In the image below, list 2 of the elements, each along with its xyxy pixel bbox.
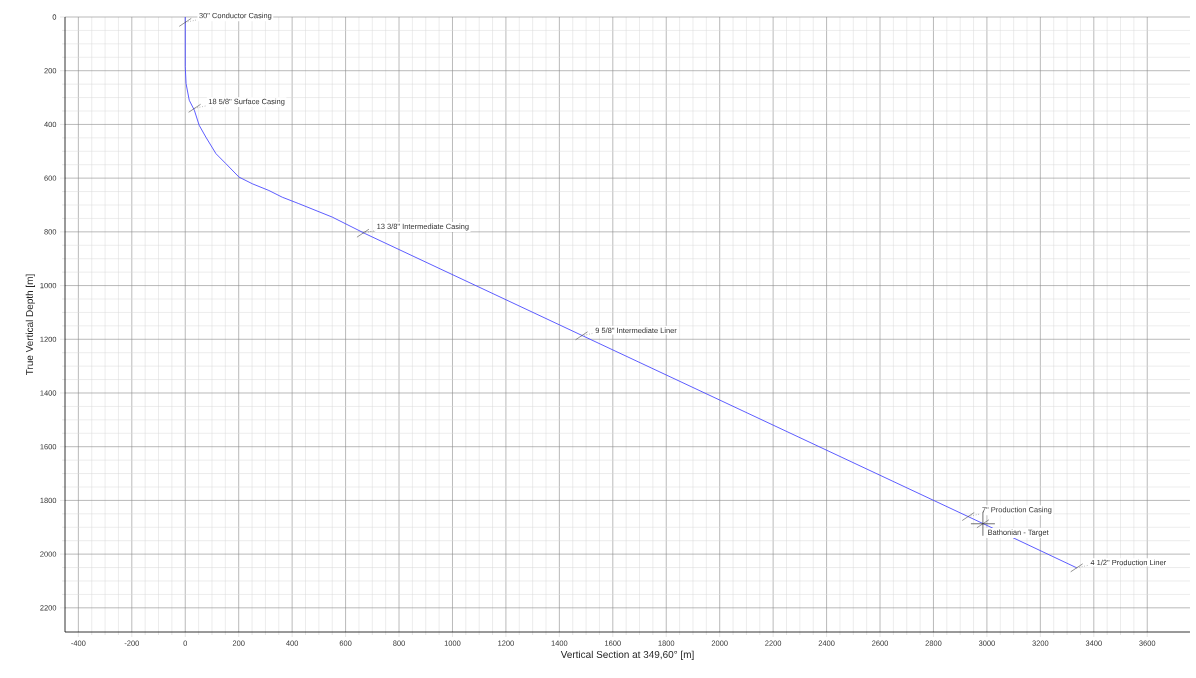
y-axis-title: True Vertical Depth [m] bbox=[25, 274, 36, 376]
x-axis-title: Vertical Section at 349,60° [m] bbox=[560, 650, 694, 660]
